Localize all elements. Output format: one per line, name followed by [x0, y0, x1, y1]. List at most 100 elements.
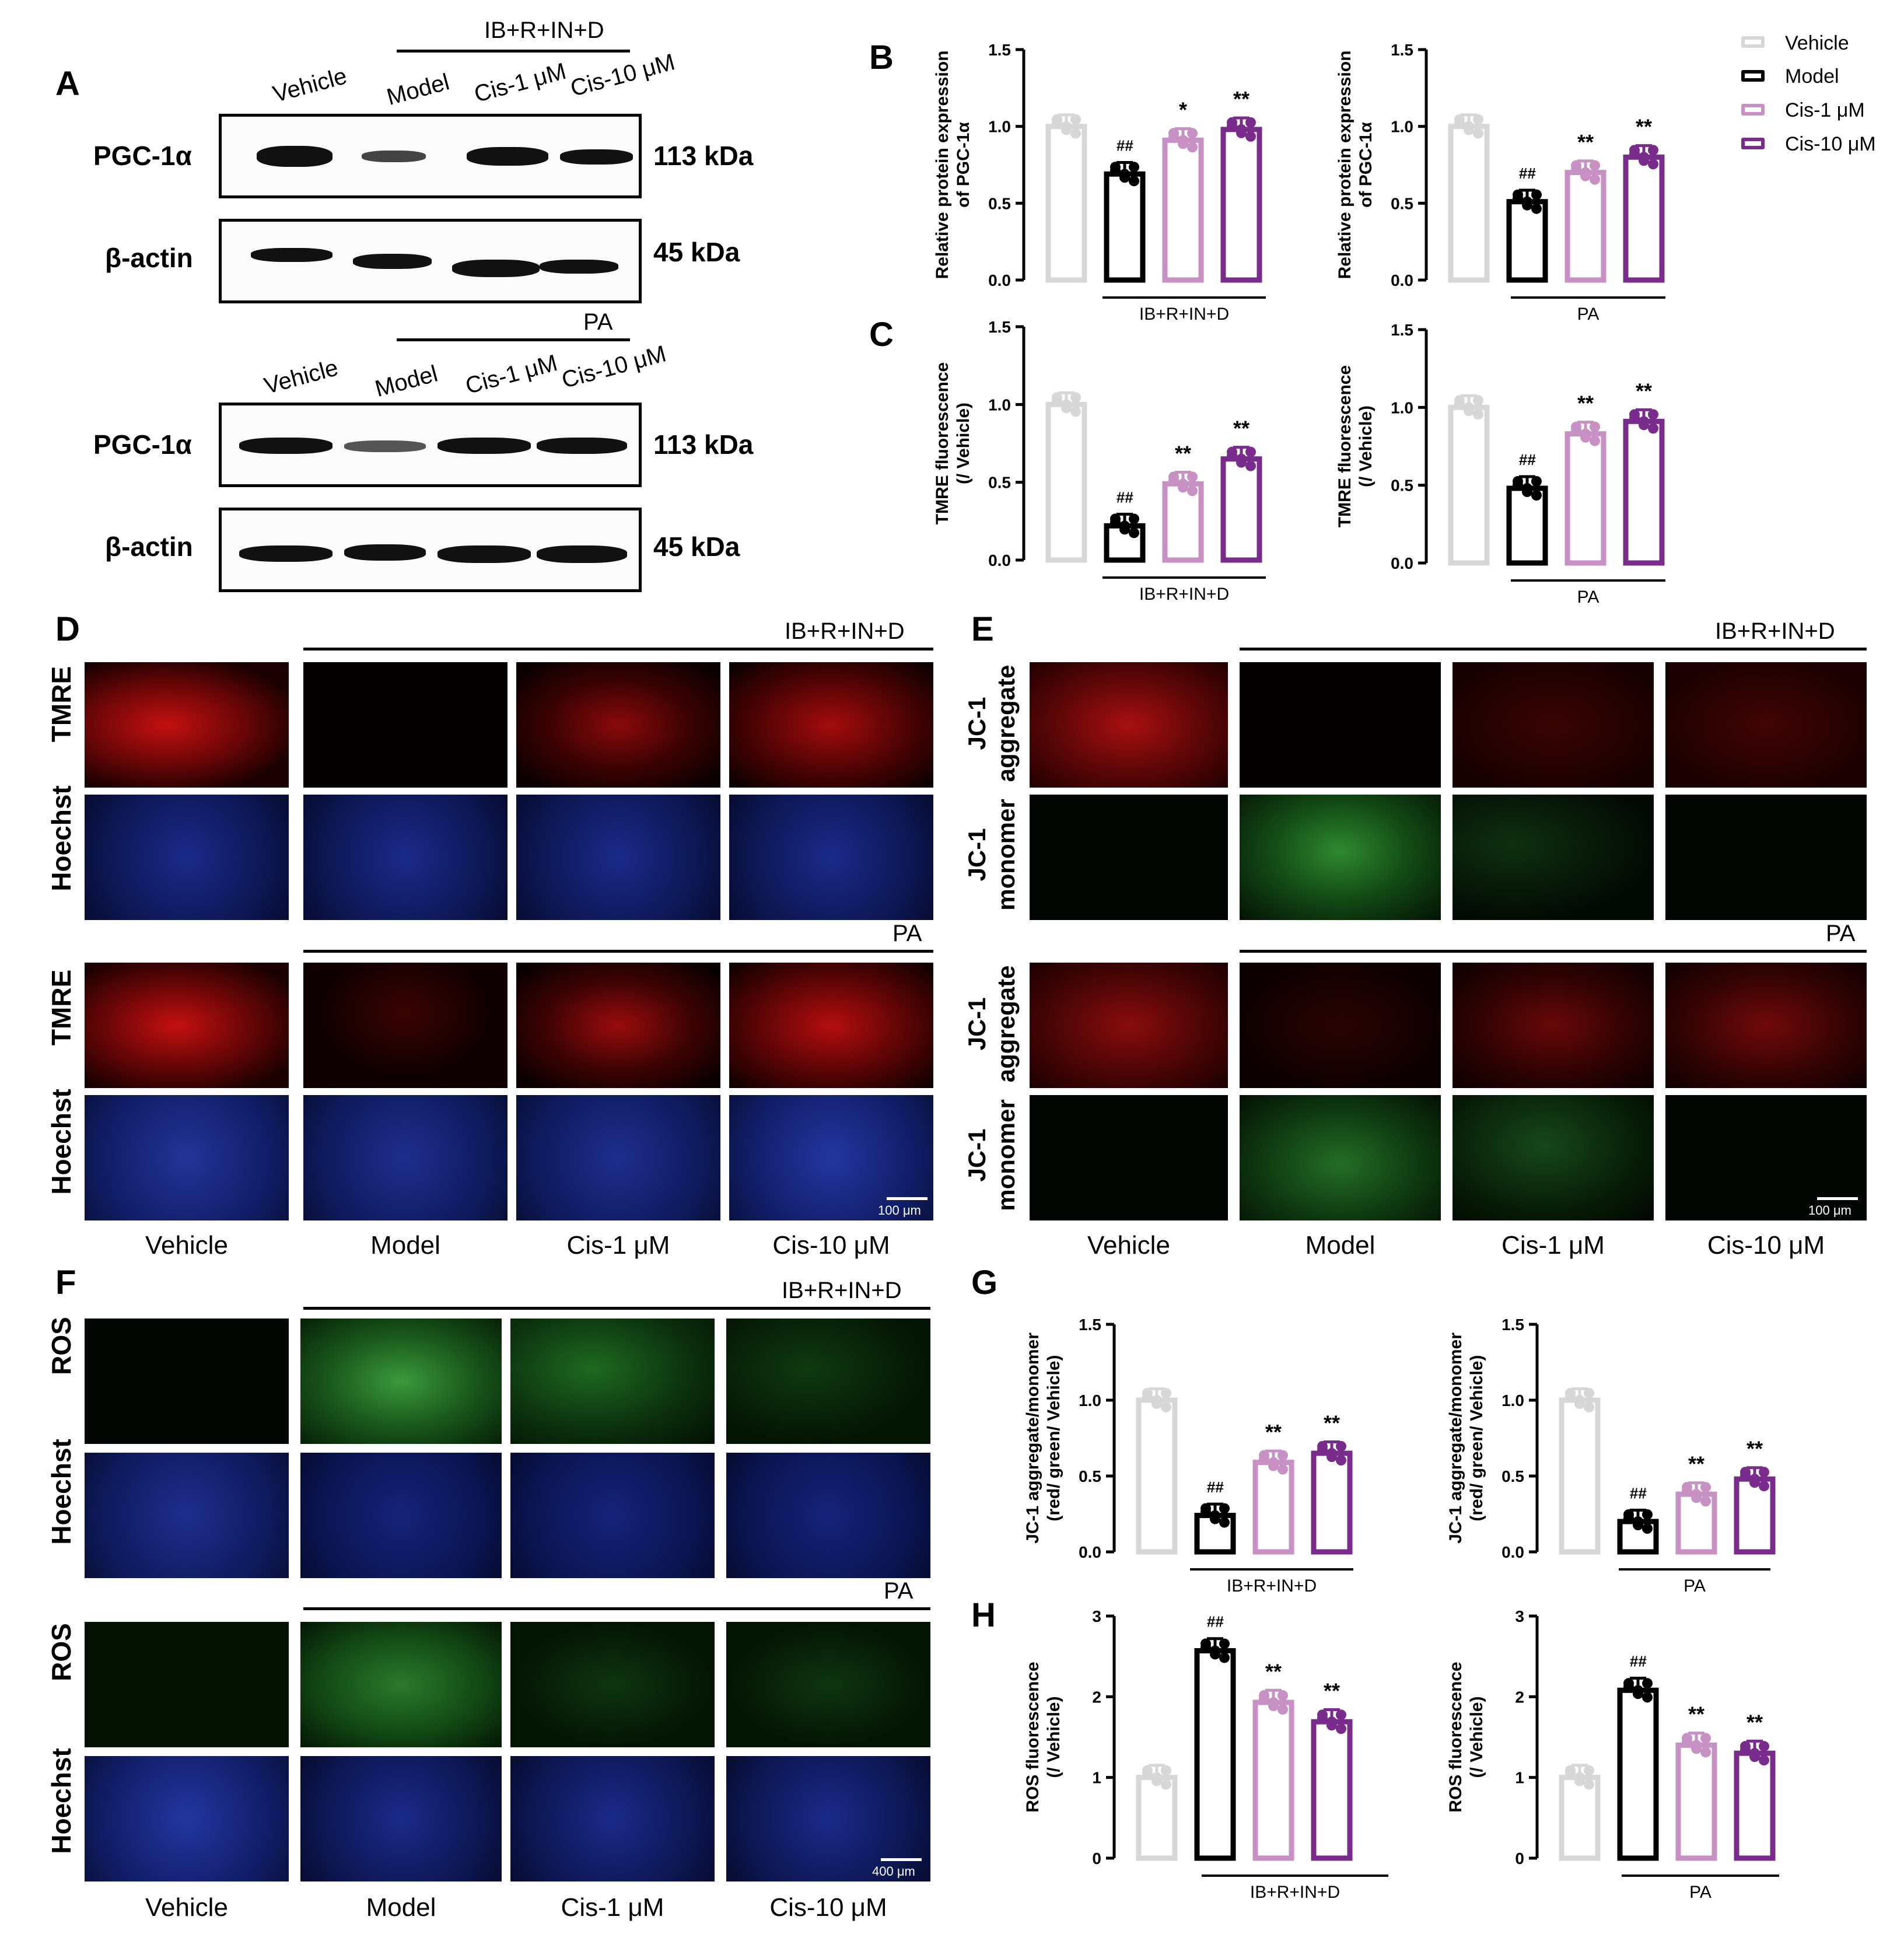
group-label: Cis-10 μM: [769, 1893, 887, 1922]
bar-chart-c1: 0.0 0.5 1.0 1.5 TMRE fluorescence (/ Vehicle)…: [933, 318, 1266, 604]
y-tick-label: 1.5: [1502, 1316, 1524, 1334]
data-point: [1642, 1509, 1653, 1520]
condition-line: [397, 338, 630, 341]
data-point: [1584, 1765, 1594, 1776]
significance-mark: **: [1175, 441, 1191, 465]
significance-mark: **: [1324, 1411, 1340, 1435]
data-point: [1110, 517, 1121, 528]
data-point: [1070, 406, 1081, 417]
significance-mark: **: [1233, 87, 1250, 111]
data-point: [1580, 170, 1591, 181]
data-point: [1473, 128, 1483, 139]
micro-condition: PA: [884, 1578, 914, 1604]
bar-chart-h1: 0 1 2 3 ROS fluorescence (/ Vehicle) ## ** ** IB+…: [1023, 1607, 1388, 1902]
row-label: Hoechst: [46, 1089, 76, 1195]
y-tick-label: 0.0: [1079, 1543, 1101, 1561]
data-point: [1219, 1652, 1230, 1663]
data-point: [1648, 159, 1658, 170]
data-point: [1200, 1642, 1211, 1653]
y-tick-label: 0.5: [1502, 1467, 1524, 1485]
micro-condition: PA: [892, 921, 922, 946]
group-label: Cis-1 μM: [561, 1893, 664, 1922]
y-tick-label: 1.0: [1391, 398, 1413, 417]
x-axis-label: PA: [1577, 587, 1600, 607]
significance-mark: **: [1265, 1420, 1282, 1444]
x-axis-label: IB+R+IN+D: [1139, 585, 1229, 604]
y-tick-label: 1.0: [988, 396, 1011, 414]
y-axis-label: of PGC-1α: [954, 122, 973, 208]
data-point: [1161, 1402, 1171, 1412]
micrograph-image: [1030, 662, 1228, 788]
data-point: [1464, 405, 1474, 417]
data-point: [1070, 392, 1081, 403]
micrograph-image: [85, 1756, 289, 1881]
data-point: [1187, 471, 1198, 482]
data-point: [1278, 1690, 1288, 1701]
group-label: Vehicle: [145, 1231, 228, 1260]
scale-bar: [1817, 1197, 1858, 1200]
y-tick-label: 1: [1092, 1769, 1101, 1787]
bar-vehicle: [1136, 1397, 1178, 1555]
protein-label: β-actin: [105, 531, 193, 562]
data-point: [1178, 138, 1188, 149]
y-axis-label: ROS fluorescence: [1023, 1662, 1042, 1812]
kda-label: 113 kDa: [653, 141, 754, 171]
bar-cis-1-m: [1162, 481, 1204, 563]
x-axis-label: PA: [1689, 1883, 1712, 1902]
data-point: [1531, 203, 1542, 214]
group-label: Model: [366, 1893, 436, 1922]
micrograph-image: [85, 963, 289, 1088]
condition-line: [303, 950, 933, 953]
bar-cis-1-m: [1162, 137, 1204, 283]
micrograph-image: [729, 662, 933, 788]
micrograph-image: [516, 795, 720, 920]
y-tick-label: 0.5: [1391, 194, 1413, 212]
data-point: [1682, 1736, 1692, 1747]
blot-image: [219, 508, 642, 592]
x-axis-label: PA: [1684, 1576, 1706, 1596]
condition-line: [303, 648, 933, 651]
micro-condition: IB+R+IN+D: [1715, 618, 1835, 644]
x-axis-label: IB+R+IN+D: [1250, 1883, 1340, 1902]
micrograph-image: [510, 1453, 715, 1578]
micrograph-image: [303, 1095, 508, 1220]
panel-letter-f: F: [55, 1264, 76, 1302]
data-point: [1161, 1765, 1171, 1776]
micrograph-image: [85, 662, 289, 788]
micrograph-image: 100 μm: [1665, 1095, 1867, 1220]
data-point: [1119, 172, 1130, 183]
y-tick-label: 1.0: [1079, 1391, 1101, 1410]
y-tick-label: 0.0: [988, 551, 1011, 569]
micrograph-image: [1452, 662, 1654, 788]
micrograph-image: [729, 963, 933, 1088]
bar-cis-10-m: [1623, 154, 1665, 283]
data-point: [1219, 1517, 1230, 1528]
data-point: [1749, 1477, 1760, 1488]
data-point: [1317, 1445, 1328, 1455]
blot-image: [219, 114, 642, 198]
data-point: [1473, 409, 1483, 420]
data-point: [1759, 1467, 1769, 1478]
data-point: [1759, 1481, 1769, 1492]
y-tick-label: 0: [1515, 1849, 1524, 1867]
row-label: Hoechst: [46, 785, 76, 891]
y-tick-label: 3: [1515, 1607, 1524, 1625]
data-point: [1648, 423, 1658, 434]
data-point: [1639, 155, 1649, 166]
y-tick-label: 0.0: [1391, 554, 1413, 572]
significance-mark: ##: [1116, 488, 1133, 506]
data-point: [1740, 1744, 1751, 1755]
micrograph-image: [726, 1622, 930, 1747]
data-point: [1590, 160, 1600, 171]
scale-bar: [881, 1858, 922, 1861]
y-axis-label: JC-1 aggregate/monomer: [1023, 1333, 1042, 1544]
data-point: [1531, 490, 1542, 501]
micrograph-image: [1030, 963, 1228, 1088]
blot-condition-bottom: PA: [583, 309, 613, 335]
data-point: [1513, 480, 1523, 490]
x-axis-label: PA: [1577, 305, 1600, 324]
significance-mark: **: [1746, 1710, 1763, 1734]
micrograph-image: [1452, 795, 1654, 920]
micrograph-image: [726, 1319, 930, 1444]
